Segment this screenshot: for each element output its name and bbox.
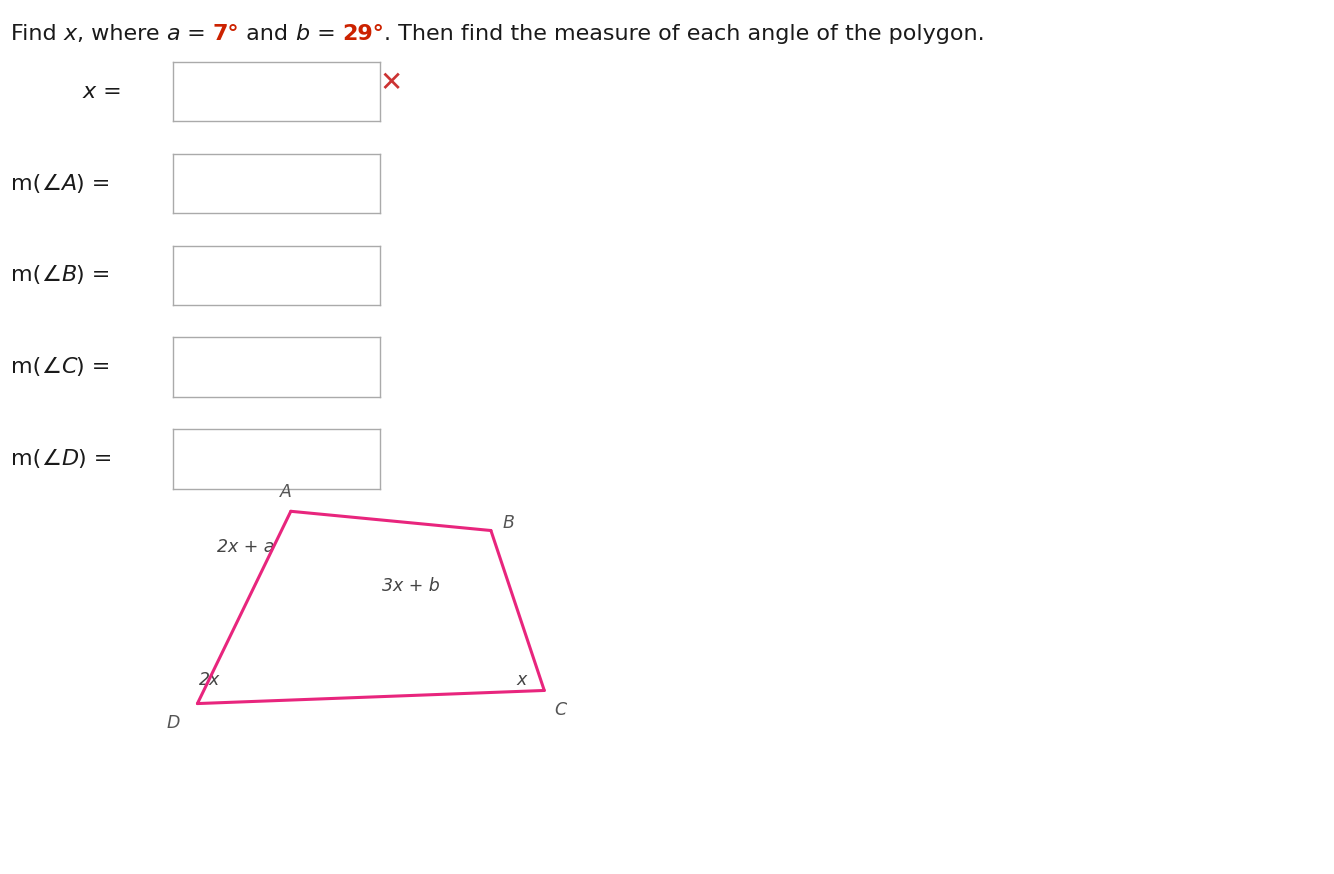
Text: x: x — [64, 24, 76, 45]
Text: 29°: 29° — [343, 24, 384, 45]
Text: m(: m( — [11, 174, 41, 193]
Text: B: B — [61, 266, 76, 285]
Text: A: A — [280, 483, 291, 501]
Text: b: b — [295, 24, 309, 45]
Text: C: C — [554, 701, 567, 718]
Text: D: D — [167, 714, 180, 732]
Text: =: = — [96, 82, 121, 101]
Text: m(: m( — [11, 449, 41, 468]
Text: ∠: ∠ — [41, 357, 61, 377]
Text: x: x — [516, 671, 527, 689]
Text: =: = — [309, 24, 343, 45]
Text: ∠: ∠ — [41, 174, 61, 193]
Text: D: D — [61, 449, 79, 468]
Text: ∠: ∠ — [41, 266, 61, 285]
Text: , where: , where — [76, 24, 167, 45]
Text: 3x + b: 3x + b — [382, 577, 439, 594]
Text: 7°: 7° — [212, 24, 239, 45]
Text: ✕: ✕ — [379, 69, 403, 97]
Text: Find: Find — [11, 24, 64, 45]
Text: and: and — [239, 24, 295, 45]
Text: m(: m( — [11, 266, 41, 285]
Text: ∠: ∠ — [41, 449, 61, 468]
Text: ) =: ) = — [76, 174, 111, 193]
Text: B: B — [503, 514, 514, 531]
Text: =: = — [180, 24, 212, 45]
Text: x: x — [83, 82, 96, 101]
Text: ) =: ) = — [76, 266, 111, 285]
Text: ) =: ) = — [79, 449, 112, 468]
Text: ) =: ) = — [76, 357, 111, 377]
Text: 2x + a: 2x + a — [217, 538, 275, 556]
Text: C: C — [61, 357, 76, 377]
Text: a: a — [167, 24, 180, 45]
Text: m(: m( — [11, 357, 41, 377]
Text: A: A — [61, 174, 76, 193]
Text: . Then find the measure of each angle of the polygon.: . Then find the measure of each angle of… — [384, 24, 984, 45]
Text: 2x: 2x — [199, 671, 220, 689]
